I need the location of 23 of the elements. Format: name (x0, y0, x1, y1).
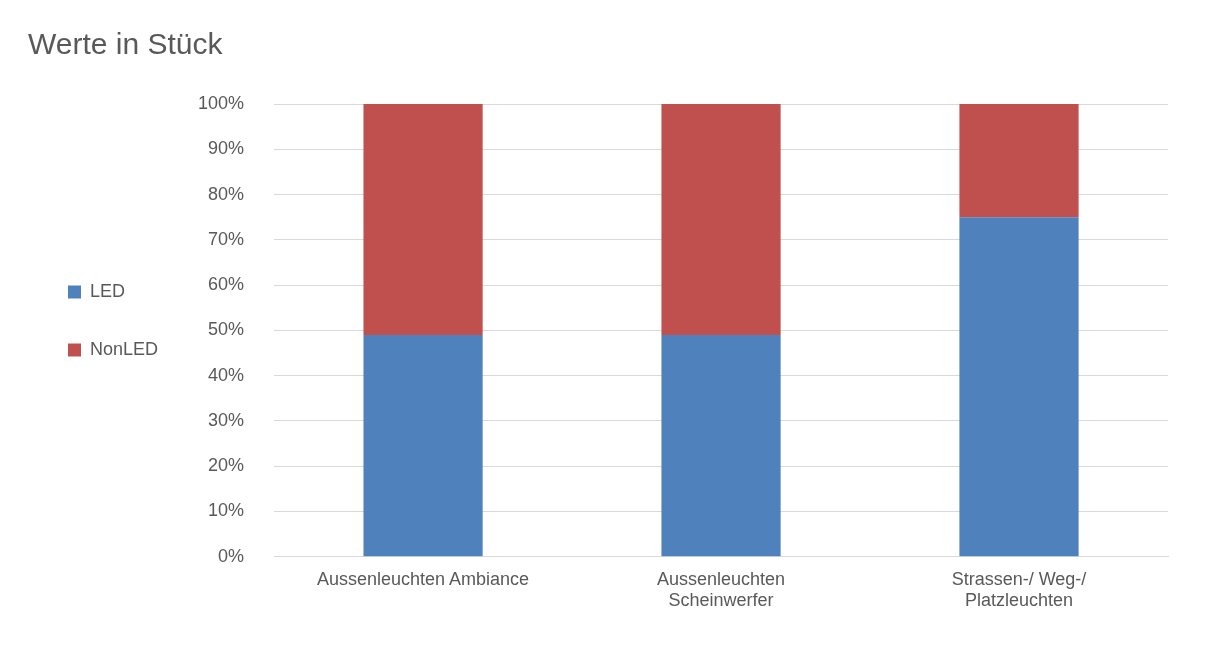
y-tick-label: 30% (208, 409, 245, 430)
legend-label: LED (90, 280, 126, 301)
y-tick-label: 10% (208, 500, 245, 521)
y-tick-label: 20% (208, 455, 245, 476)
y-tick-label: 90% (208, 138, 245, 159)
bar (661, 334, 781, 557)
y-tick-label: 80% (208, 183, 245, 204)
y-tick-label: 0% (218, 545, 245, 566)
y-tick-label: 60% (208, 274, 245, 295)
bar (363, 104, 483, 335)
bar (363, 334, 483, 557)
y-tick-label: 70% (208, 228, 245, 249)
bar (661, 104, 781, 335)
y-tick-label: 100% (198, 92, 245, 113)
x-tick-label: Aussenleuchten Scheinwerfer (656, 568, 786, 611)
legend-label: NonLED (90, 338, 159, 359)
x-tick-label: Aussenleuchten Ambiance (316, 568, 530, 589)
y-tick-label: 50% (208, 319, 245, 340)
y-tick-label: 40% (208, 364, 245, 385)
chart-title: Werte in Stück (28, 27, 224, 61)
x-tick-label: Strassen-/ Weg-/ Platzleuchten (951, 568, 1087, 611)
bar (959, 104, 1079, 218)
bar (959, 217, 1079, 557)
